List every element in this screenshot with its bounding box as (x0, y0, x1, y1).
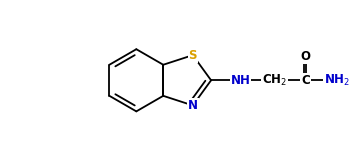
Text: CH$_2$: CH$_2$ (262, 73, 287, 88)
Text: O: O (301, 50, 311, 63)
Text: N: N (188, 99, 198, 112)
Text: S: S (188, 49, 197, 62)
Text: NH$_2$: NH$_2$ (324, 73, 350, 88)
Text: C: C (301, 74, 310, 87)
Text: NH: NH (231, 74, 251, 87)
